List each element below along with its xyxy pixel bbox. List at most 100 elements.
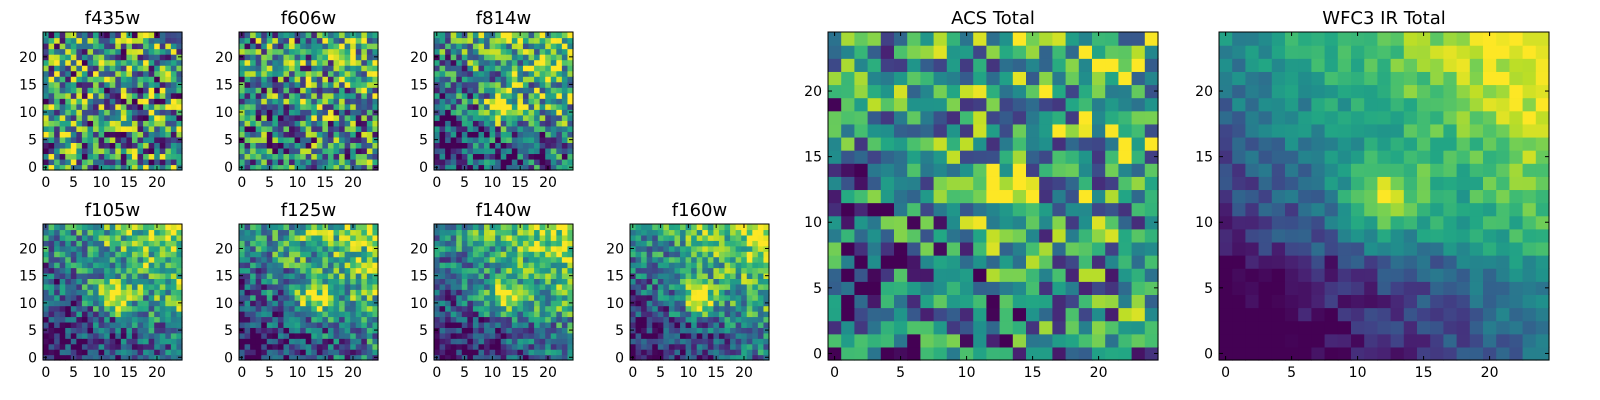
heatmap-cell [757, 316, 765, 323]
heatmap-cell [556, 70, 563, 77]
heatmap-cell [691, 245, 698, 252]
heatmap-cell [316, 37, 323, 44]
heatmap-cell [277, 343, 285, 350]
heatmap-cell [104, 87, 111, 94]
heatmap-cell [115, 37, 122, 44]
heatmap-cell [70, 147, 77, 155]
heatmap-cell [528, 338, 535, 345]
heatmap-cell [746, 283, 753, 290]
heatmap-cell [115, 311, 122, 318]
heatmap-cell [137, 278, 144, 285]
heatmap-cell [489, 289, 496, 296]
heatmap-cell [1118, 241, 1133, 256]
heatmap-cell [350, 240, 357, 247]
heatmap-cell [244, 114, 251, 121]
heatmap-cell [244, 262, 251, 269]
heatmap-cell [506, 32, 513, 39]
heatmap-cell [556, 283, 563, 290]
heatmap-cell [484, 114, 491, 121]
heatmap-cell [556, 338, 563, 345]
heatmap-cell [484, 262, 491, 269]
heatmap-cell [366, 283, 374, 290]
heatmap-cell [1118, 215, 1133, 230]
heatmap-cell [148, 59, 155, 66]
heatmap-cell [500, 278, 507, 285]
heatmap-cell [730, 229, 737, 236]
heatmap-cell [657, 251, 664, 258]
heatmap-cell [461, 321, 468, 328]
heatmap-cell [528, 153, 535, 160]
heatmap-cell [1105, 202, 1119, 217]
heatmap-cell [339, 109, 346, 116]
heatmap-cell [305, 142, 312, 149]
heatmap-cell [289, 54, 296, 61]
heatmap-cell [176, 338, 183, 345]
heatmap-cell [333, 229, 340, 236]
heatmap-cell [54, 262, 61, 269]
heatmap-cell [316, 305, 323, 312]
heatmap-cell [528, 37, 535, 44]
heatmap-cell [724, 251, 731, 258]
heatmap-cell [724, 267, 731, 274]
heatmap-cell [81, 229, 89, 236]
heatmap-cell [59, 109, 66, 116]
heatmap-cell [305, 316, 312, 323]
heatmap-cell [316, 153, 323, 160]
heatmap-cell [472, 125, 480, 132]
heatmap-cell [894, 202, 908, 217]
heatmap-cell [472, 338, 480, 345]
heatmap-cell [724, 321, 731, 328]
heatmap-cell [456, 321, 463, 328]
heatmap-cell [239, 251, 246, 258]
heatmap-cell [104, 272, 111, 279]
heatmap-cell [361, 343, 368, 350]
heatmap-cell [355, 32, 362, 39]
heatmap-cell [472, 343, 480, 350]
heatmap-cell [495, 32, 502, 39]
heatmap-cell [170, 321, 178, 328]
heatmap-cell [159, 305, 166, 312]
heatmap-cell [98, 54, 105, 61]
heatmap-cell [456, 114, 463, 121]
heatmap-cell [170, 256, 178, 263]
heatmap-cell [1078, 333, 1093, 348]
heatmap-cell [718, 234, 726, 241]
heatmap-cell [472, 305, 480, 312]
heatmap-cell [534, 81, 541, 88]
heatmap-cell [539, 158, 546, 166]
heatmap-cell [372, 114, 379, 121]
heatmap-cell [266, 114, 273, 121]
heatmap-cell [104, 109, 111, 116]
heatmap-cell [461, 251, 468, 258]
heatmap-cell [445, 338, 452, 345]
heatmap-cell [522, 43, 530, 50]
y-tick-label: 5 [28, 323, 37, 339]
heatmap-cell [59, 131, 66, 138]
heatmap-cell [115, 114, 122, 121]
heatmap-cell [137, 321, 144, 328]
heatmap-cell [1118, 268, 1133, 282]
heatmap-cell [528, 272, 535, 279]
heatmap-cell [511, 262, 518, 269]
heatmap-cell [635, 311, 642, 318]
heatmap-cell [176, 229, 183, 236]
heatmap-cell [266, 283, 273, 290]
heatmap-cell [350, 76, 357, 83]
heatmap-cell [48, 272, 55, 279]
heatmap-cell [300, 321, 307, 328]
heatmap-cell [472, 278, 480, 285]
heatmap-cell [495, 267, 502, 274]
heatmap-cell [93, 65, 100, 72]
heatmap-cell [445, 158, 452, 166]
heatmap-cell [261, 229, 268, 236]
heatmap-cell [137, 147, 144, 155]
heatmap-cell [339, 332, 346, 339]
heatmap-cell [305, 289, 312, 296]
heatmap-cell [445, 349, 452, 356]
heatmap-cell [635, 300, 642, 307]
heatmap-cell [289, 332, 296, 339]
heatmap-cell [355, 43, 362, 50]
heatmap-cell [126, 256, 133, 263]
heatmap-cell [277, 316, 285, 323]
heatmap-cell [495, 142, 502, 149]
